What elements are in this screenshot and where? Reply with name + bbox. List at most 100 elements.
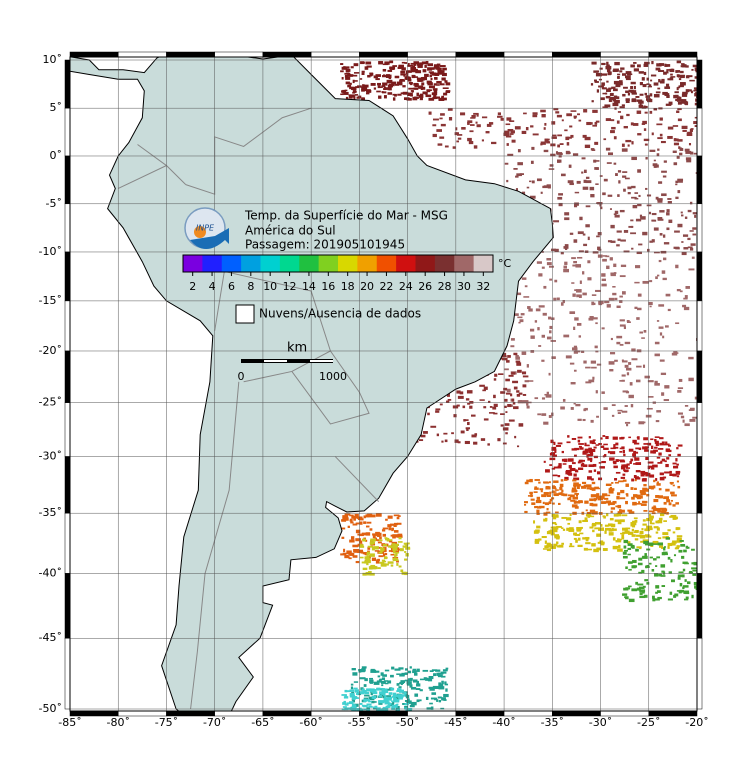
sst-pixel [371, 695, 375, 699]
sst-pixel [591, 61, 597, 65]
sst-pixel [544, 540, 547, 544]
sst-pixel [622, 171, 628, 173]
sst-pixel [543, 481, 549, 484]
sst-pixel [669, 77, 674, 81]
sst-pixel [560, 173, 566, 177]
sst-pixel [357, 516, 363, 520]
sst-pixel [639, 82, 643, 86]
sst-pixel [625, 139, 632, 143]
sst-pixel [410, 62, 415, 65]
sst-pixel [394, 699, 400, 703]
sst-pixel [561, 516, 567, 519]
frame-bar [64, 59, 71, 109]
sst-pixel [632, 157, 636, 160]
sst-pixel [506, 388, 511, 393]
sst-pixel [678, 549, 683, 553]
sst-pixel [594, 522, 601, 525]
sst-pixel [408, 87, 415, 90]
sst-pixel [581, 485, 587, 489]
sst-pixel [648, 211, 652, 215]
sst-pixel [634, 306, 638, 310]
frame-bar [696, 107, 703, 157]
sst-pixel [575, 469, 578, 472]
sst-pixel [435, 669, 441, 672]
sst-pixel [665, 535, 669, 538]
sst-pixel [677, 190, 681, 194]
sst-pixel [378, 708, 384, 711]
sst-pixel [610, 240, 616, 243]
sst-pixel [643, 128, 647, 131]
sst-pixel [506, 143, 509, 146]
lat-tick-label: -45˚ [39, 631, 62, 644]
sst-pixel [625, 467, 631, 469]
sst-pixel [686, 159, 692, 163]
sst-pixel [661, 170, 667, 173]
sst-pixel [382, 91, 387, 94]
sst-pixel [570, 110, 577, 112]
sst-pixel [340, 63, 344, 65]
sst-pixel [378, 539, 383, 542]
sst-pixel [678, 85, 684, 88]
sst-pixel [664, 471, 670, 474]
sst-pixel [642, 500, 648, 504]
sst-pixel [630, 219, 634, 222]
sst-pixel [563, 334, 570, 338]
sst-pixel [396, 690, 401, 693]
sst-pixel [504, 368, 509, 371]
sst-pixel [631, 348, 636, 352]
sst-pixel [434, 77, 437, 80]
sst-pixel [462, 405, 466, 409]
sst-pixel [548, 501, 552, 505]
sst-pixel [608, 87, 612, 90]
sst-pixel [421, 82, 425, 86]
sst-pixel [635, 379, 641, 383]
sst-pixel [605, 95, 611, 99]
sst-pixel [454, 439, 459, 443]
sst-pixel [660, 460, 663, 463]
sst-pixel [688, 268, 695, 271]
sst-pixel [639, 490, 646, 494]
sst-pixel [602, 255, 608, 257]
sst-pixel [648, 84, 652, 87]
sst-pixel [657, 519, 663, 524]
sst-pixel [563, 493, 568, 497]
sst-pixel [622, 551, 627, 555]
sst-pixel [630, 524, 633, 527]
sst-pixel [392, 694, 397, 697]
sst-pixel [413, 63, 417, 66]
sst-pixel [441, 95, 445, 98]
sst-pixel [645, 472, 651, 477]
sst-pixel [353, 517, 356, 521]
sst-pixel [695, 172, 697, 174]
sst-pixel [390, 674, 394, 678]
sst-pixel [598, 527, 605, 531]
sst-pixel [578, 119, 582, 122]
sst-pixel [588, 451, 593, 454]
sst-pixel [639, 547, 642, 550]
sst-pixel [652, 543, 658, 545]
sst-pixel [368, 696, 375, 701]
sst-pixel [506, 117, 512, 121]
sst-pixel [638, 571, 642, 574]
sst-pixel [680, 543, 686, 547]
sst-pixel [545, 394, 552, 398]
sst-pixel [382, 547, 387, 551]
sst-pixel [672, 150, 677, 153]
sst-pixel [658, 573, 663, 577]
sst-pixel [633, 494, 638, 498]
sst-pixel [531, 502, 536, 505]
sst-pixel [611, 527, 614, 532]
sst-pixel [391, 687, 394, 691]
sst-pixel [543, 127, 546, 130]
sst-pixel [668, 454, 672, 457]
lon-tick-label: -50˚ [396, 716, 419, 729]
sst-pixel [397, 688, 402, 692]
sst-pixel [561, 458, 567, 462]
sst-pixel [366, 521, 372, 524]
sst-pixel [606, 88, 611, 92]
sst-pixel [539, 488, 544, 491]
sst-pixel [350, 536, 355, 540]
sst-pixel [609, 92, 614, 97]
sst-pixel [569, 232, 574, 235]
